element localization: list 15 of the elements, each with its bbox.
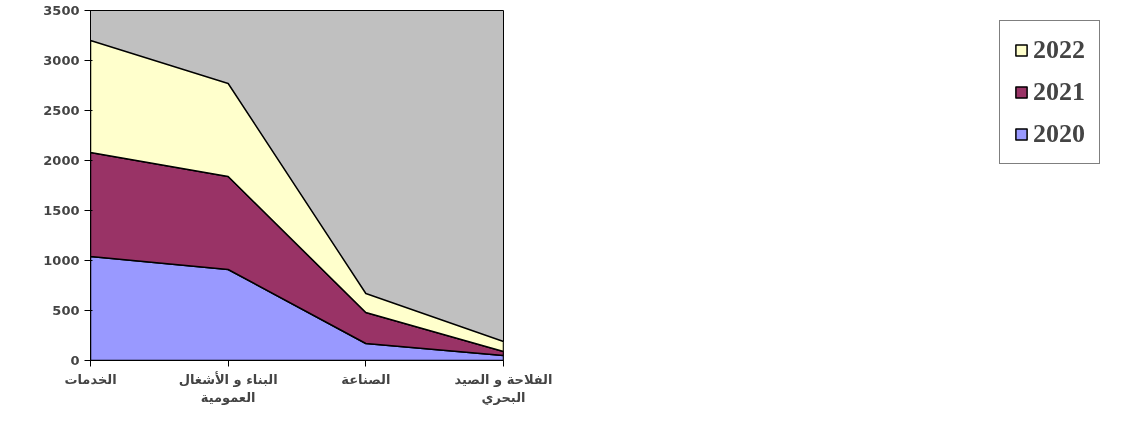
y-tick-label: 1500 (43, 203, 80, 218)
legend-label: 2021 (1033, 77, 1085, 107)
y-tick-label: 2500 (43, 103, 80, 118)
legend-label: 2022 (1033, 35, 1085, 65)
y-tick-label: 500 (52, 303, 80, 318)
y-tick-label: 3000 (43, 53, 80, 68)
y-tick-label: 0 (70, 353, 80, 368)
x-tick-label: الفلاحة و الصيد البحري (454, 371, 553, 405)
legend-label: 2020 (1033, 119, 1085, 149)
y-tick-label: 3500 (43, 3, 80, 18)
y-tick-label: 2000 (43, 153, 80, 168)
x-tick-label: الصناعة (341, 371, 391, 387)
x-tick-label: البناء و الأشغال العمومية (178, 370, 278, 405)
y-tick-label: 1000 (43, 253, 80, 268)
x-tick-label: الخدمات (64, 371, 117, 387)
